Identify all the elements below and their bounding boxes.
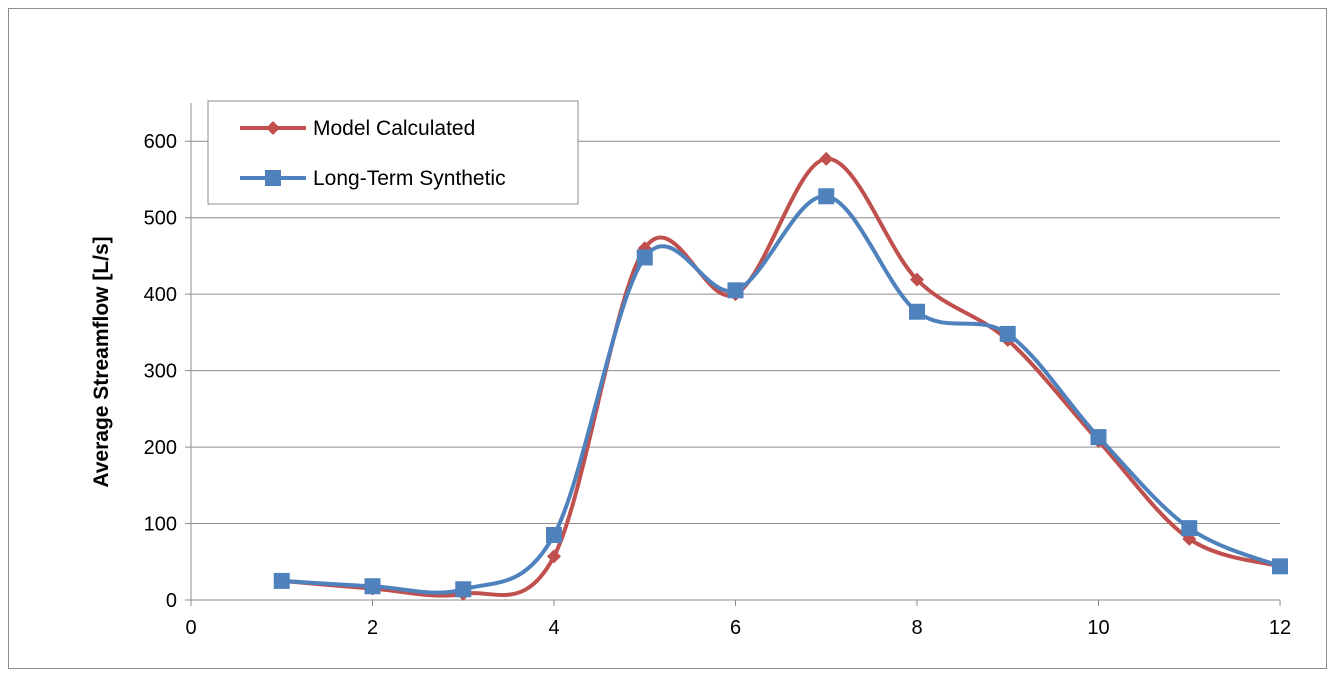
y-tick-label: 600 xyxy=(144,131,177,153)
y-axis-label: Average Streamflow [L/s] xyxy=(90,236,113,487)
data-point xyxy=(819,151,834,166)
legend-box xyxy=(207,100,579,205)
data-point xyxy=(455,581,472,598)
data-point xyxy=(547,549,561,564)
legend-label: Model Calculated xyxy=(313,117,475,140)
data-point xyxy=(818,188,835,205)
data-point xyxy=(1181,520,1198,537)
series-long-term-synthetic xyxy=(273,188,1288,598)
series-line xyxy=(279,194,1282,595)
data-point xyxy=(727,282,744,299)
legend-marker xyxy=(266,121,280,135)
series-layer xyxy=(273,151,1288,601)
series-model-calculated xyxy=(274,151,1287,601)
y-axis-ticks: 0 100 200 300 400 500 600 xyxy=(144,131,191,612)
x-tick-label: 0 xyxy=(185,617,196,639)
series-line xyxy=(279,156,1282,598)
y-tick-label: 400 xyxy=(144,284,177,306)
x-axis-ticks: 0 2 4 6 8 10 12 xyxy=(185,600,1291,639)
legend-label: Long-Term Synthetic xyxy=(313,167,506,190)
data-point xyxy=(1272,558,1288,575)
data-point xyxy=(546,527,562,544)
y-tick-label: 0 xyxy=(166,590,177,612)
data-point xyxy=(1090,429,1107,446)
x-tick-label: 4 xyxy=(548,617,559,639)
y-tick-label: 300 xyxy=(144,361,177,383)
legend-marker xyxy=(265,170,281,186)
legend-entry: Model Calculated xyxy=(240,117,475,140)
data-point xyxy=(364,578,381,595)
y-tick-label: 100 xyxy=(144,514,177,536)
data-point xyxy=(909,303,925,320)
x-tick-label: 2 xyxy=(367,617,378,639)
legend: Model Calculated Long-Term Synthetic xyxy=(207,100,579,205)
y-tick-label: 200 xyxy=(144,437,177,459)
data-point xyxy=(273,572,290,589)
x-tick-label: 10 xyxy=(1087,617,1109,639)
data-point xyxy=(910,272,924,287)
legend-entry: Long-Term Synthetic xyxy=(240,167,506,190)
x-tick-label: 8 xyxy=(911,617,922,639)
data-point xyxy=(636,249,653,266)
x-tick-label: 12 xyxy=(1269,617,1291,639)
x-tick-label: 6 xyxy=(730,617,741,639)
y-tick-label: 500 xyxy=(144,208,177,230)
data-point xyxy=(999,325,1016,342)
